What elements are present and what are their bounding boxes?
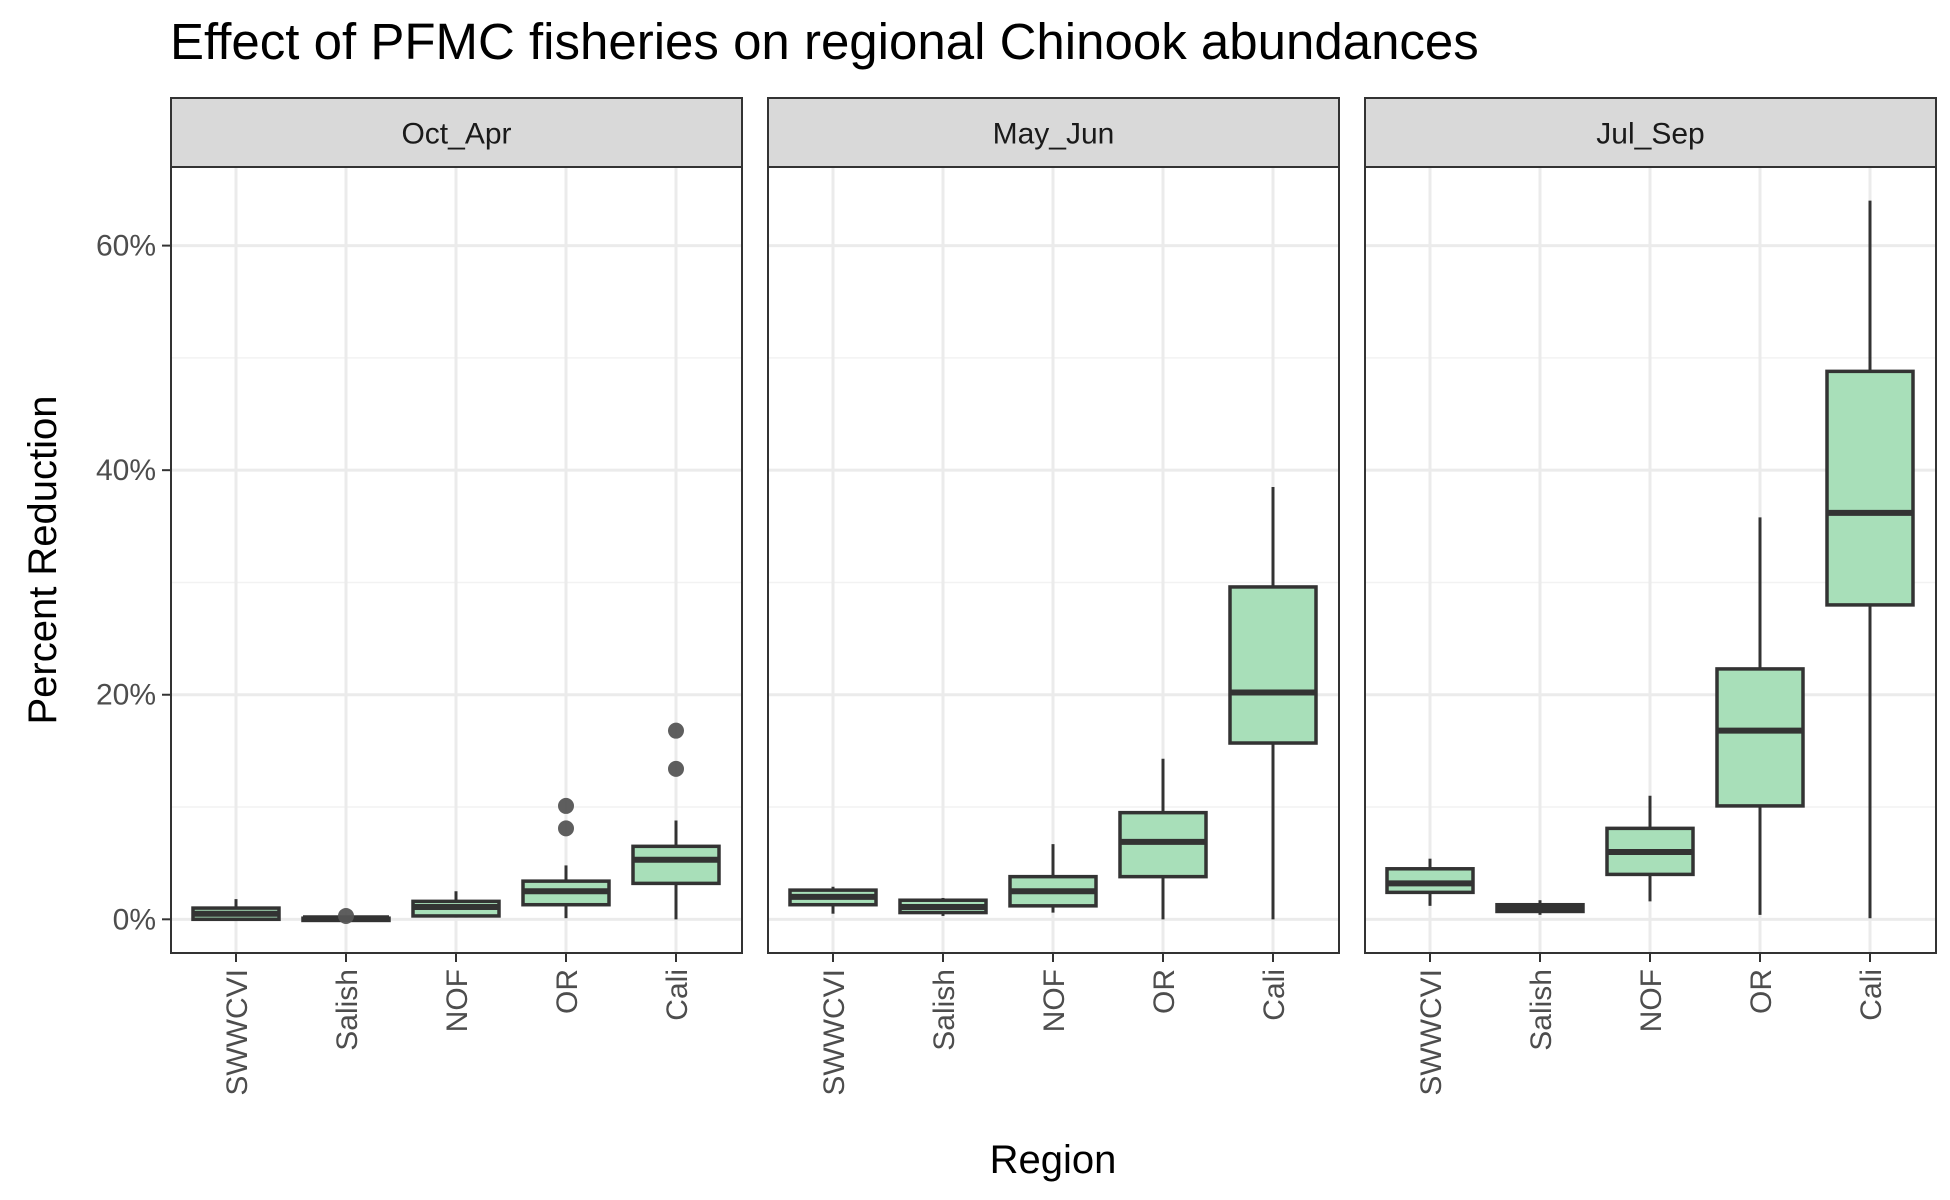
x-tick-label: SWWCVI <box>221 969 254 1096</box>
box-Oct_Apr-Salish <box>301 907 391 924</box>
box-Jul_Sep-NOF <box>1605 795 1695 902</box>
strip-background <box>170 97 743 168</box>
box-Oct_Apr-NOF <box>411 891 501 918</box>
x-tick-label: OR <box>1745 969 1778 1014</box>
x-tick-label: NOF <box>441 969 474 1032</box>
facet-panels: Oct_Apr SWWCVI Salish NOF OR Cali May_Jun SWWCV… <box>170 97 1937 1096</box>
box-body <box>1825 369 1915 607</box>
y-axis: 0% 20% 40% 60% <box>96 230 171 936</box>
outlier-point <box>668 760 684 777</box>
box-May_Jun-Salish <box>898 897 988 916</box>
y-tick-label: 0% <box>113 903 156 936</box>
facet-panel-Jul_Sep: Jul_Sep SWWCVI Salish NOF OR Cali <box>1364 97 1937 1096</box>
outlier-point <box>668 722 684 739</box>
strip-label: May_Jun <box>993 118 1115 151</box>
outlier-point <box>558 820 574 837</box>
x-tick-label: SWWCVI <box>818 969 851 1096</box>
box-May_Jun-Cali <box>1228 487 1318 920</box>
box-Jul_Sep-Salish <box>1495 900 1585 915</box>
x-tick-label: NOF <box>1038 969 1071 1032</box>
box-body <box>1715 667 1805 808</box>
box-Jul_Sep-SWWCVI <box>1385 858 1475 906</box>
outlier-point <box>558 797 574 814</box>
y-axis-title: Percent Reduction <box>21 395 65 724</box>
box-body <box>631 844 721 886</box>
facet-panel-May_Jun: May_Jun SWWCVI Salish NOF OR Cali <box>767 97 1340 1096</box>
strip-label: Oct_Apr <box>401 118 511 151</box>
x-tick-label: OR <box>551 969 584 1014</box>
chart-title: Effect of PFMC fisheries on regional Chi… <box>170 13 1479 70</box>
x-tick-label: Salish <box>1525 969 1558 1051</box>
y-tick-label: 20% <box>96 679 156 712</box>
x-tick-label: Cali <box>1855 969 1888 1021</box>
strip-label: Jul_Sep <box>1596 118 1704 151</box>
box-Oct_Apr-SWWCVI <box>191 899 281 922</box>
strip-background <box>767 97 1340 168</box>
box-body <box>1228 585 1318 745</box>
x-tick-label: Salish <box>928 969 961 1051</box>
y-tick-label: 60% <box>96 230 156 263</box>
box-May_Jun-OR <box>1118 758 1208 920</box>
outlier-point <box>338 907 354 924</box>
strip-background <box>1364 97 1937 168</box>
x-tick-label: NOF <box>1635 969 1668 1032</box>
x-tick-label: OR <box>1148 969 1181 1014</box>
box-Oct_Apr-OR <box>521 797 611 919</box>
box-Jul_Sep-OR <box>1715 517 1805 915</box>
x-tick-label: SWWCVI <box>1415 969 1448 1096</box>
box-Oct_Apr-Cali <box>631 722 721 920</box>
y-tick-label: 40% <box>96 454 156 487</box>
x-tick-label: Cali <box>1258 969 1291 1021</box>
box-Jul_Sep-Cali <box>1825 200 1915 919</box>
x-tick-label: Cali <box>661 969 694 1021</box>
box-May_Jun-SWWCVI <box>788 886 878 914</box>
facet-panel-Oct_Apr: Oct_Apr SWWCVI Salish NOF OR Cali <box>170 97 743 1096</box>
x-axis-title: Region <box>990 1138 1117 1182</box>
box-May_Jun-NOF <box>1008 844 1098 913</box>
x-tick-label: Salish <box>331 969 364 1051</box>
